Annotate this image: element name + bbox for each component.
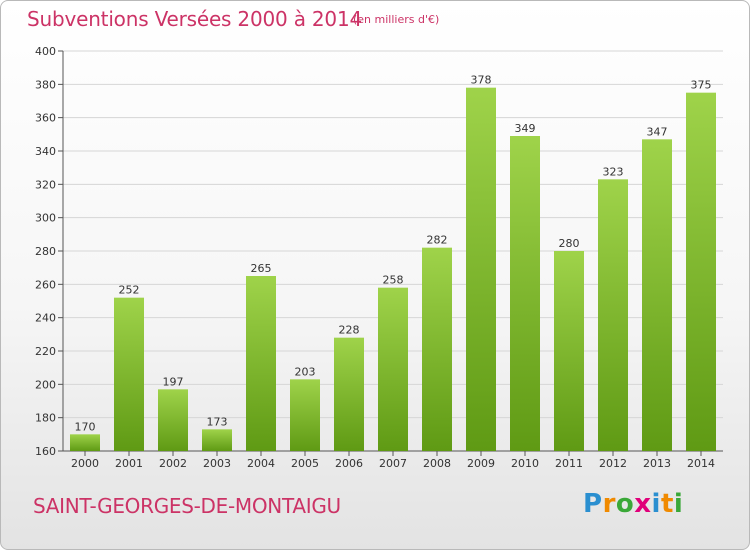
- bar: [158, 389, 188, 451]
- proxiti-logo[interactable]: Proxiti: [583, 489, 683, 519]
- y-tick-label: 260: [35, 278, 56, 291]
- bar: [334, 337, 364, 451]
- bar-value-label: 258: [383, 274, 404, 287]
- bar-value-label: 252: [119, 284, 140, 297]
- x-tick-label: 2010: [511, 457, 539, 470]
- logo-letter: i: [651, 489, 661, 519]
- x-tick-label: 2008: [423, 457, 451, 470]
- bar-value-label: 265: [251, 262, 272, 275]
- y-tick-label: 380: [35, 78, 56, 91]
- bars: [70, 87, 716, 452]
- bar-value-label: 347: [647, 125, 668, 138]
- bar-value-label: 378: [471, 74, 492, 87]
- bar-value-label: 323: [603, 165, 624, 178]
- y-tick-label: 220: [35, 345, 56, 358]
- bar-value-label: 375: [691, 79, 712, 92]
- x-tick-label: 2013: [643, 457, 671, 470]
- x-tick-label: 2005: [291, 457, 319, 470]
- y-tick-label: 280: [35, 245, 56, 258]
- bar-value-label: 197: [163, 375, 184, 388]
- bar: [554, 251, 584, 451]
- bar: [202, 429, 232, 451]
- bar-value-label: 282: [427, 234, 448, 247]
- logo-letter: P: [583, 489, 603, 519]
- logo-letter: i: [673, 489, 684, 519]
- y-tick-label: 400: [35, 45, 56, 58]
- x-tick-label: 2009: [467, 457, 495, 470]
- x-tick-label: 2004: [247, 457, 275, 470]
- bar-value-label: 173: [207, 415, 228, 428]
- x-tick-label: 2000: [71, 457, 99, 470]
- bar: [422, 247, 452, 451]
- y-tick-labels: 160 180 200 220 240 260 280 300 320 340 360 380 400: [35, 45, 56, 458]
- x-tick-label: 2014: [687, 457, 715, 470]
- x-tick-label: 2006: [335, 457, 363, 470]
- bar-value-label: 280: [559, 237, 580, 250]
- bar: [510, 136, 540, 451]
- logo-letter: t: [660, 489, 674, 519]
- x-tick-label: 2007: [379, 457, 407, 470]
- x-tick-labels: 2000 2001 2002 2003 2004 2005 2006 2007 2008 2009…: [71, 451, 715, 470]
- x-tick-label: 2011: [555, 457, 583, 470]
- bar: [246, 276, 276, 451]
- bar: [686, 92, 716, 452]
- y-tick-label: 180: [35, 412, 56, 425]
- bar: [70, 434, 100, 451]
- bar-value-label: 349: [515, 122, 536, 135]
- y-tick-label: 300: [35, 212, 56, 225]
- y-tick-label: 360: [35, 112, 56, 125]
- logo-letter: x: [634, 489, 652, 519]
- bar: [642, 139, 672, 452]
- bar: [598, 179, 628, 452]
- bar: [114, 297, 144, 451]
- x-tick-label: 2003: [203, 457, 231, 470]
- y-tick-label: 160: [35, 445, 56, 458]
- bar: [466, 87, 496, 452]
- bar: [378, 287, 408, 451]
- bar-value-label: 203: [295, 365, 316, 378]
- x-tick-label: 2002: [159, 457, 187, 470]
- data-labels: 170 252 197 173 265 203 228 258 282 378 349 280 323 3…: [75, 74, 712, 434]
- logo-letter: o: [615, 489, 635, 519]
- y-tick-label: 320: [35, 178, 56, 191]
- commune-name: SAINT-GEORGES-DE-MONTAIGU: [33, 494, 341, 518]
- y-tick-label: 340: [35, 145, 56, 158]
- y-tick-label: 200: [35, 378, 56, 391]
- x-tick-label: 2012: [599, 457, 627, 470]
- chart-title: Subventions Versées 2000 à 2014: [27, 7, 363, 31]
- bar-value-label: 228: [339, 324, 360, 337]
- chart-subtitle: (en milliers d'€): [353, 13, 440, 26]
- y-tick-label: 240: [35, 312, 56, 325]
- logo-letter: r: [602, 489, 616, 519]
- bar: [290, 379, 320, 451]
- bar-value-label: 170: [75, 420, 96, 433]
- x-tick-label: 2001: [115, 457, 143, 470]
